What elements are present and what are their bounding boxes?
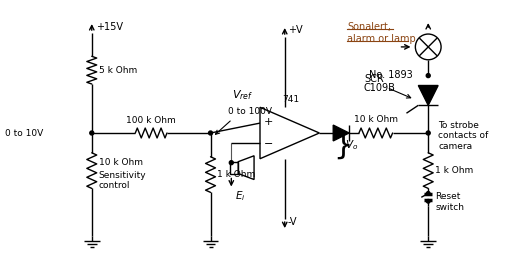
Text: SCR: SCR [364, 73, 384, 84]
Text: 1 k Ohm: 1 k Ohm [217, 170, 256, 179]
Text: 0 to 100V: 0 to 100V [228, 107, 272, 116]
Text: alarm or lamp: alarm or lamp [347, 34, 416, 44]
Text: }: } [333, 130, 353, 159]
Text: 10 k Ohm: 10 k Ohm [99, 158, 142, 167]
Circle shape [209, 131, 213, 135]
Circle shape [426, 200, 430, 203]
Text: $V_{ref}$: $V_{ref}$ [232, 89, 254, 102]
Text: +V: +V [288, 25, 302, 35]
Text: +15V: +15V [96, 22, 123, 32]
Text: C109B: C109B [364, 84, 396, 93]
Text: 0 to 10V: 0 to 10V [5, 128, 43, 138]
Circle shape [90, 131, 94, 135]
Text: To strobe: To strobe [438, 120, 479, 130]
Text: 100 k Ohm: 100 k Ohm [126, 116, 176, 125]
Text: 741: 741 [282, 95, 299, 104]
Text: -V: -V [288, 217, 297, 227]
Circle shape [426, 131, 430, 135]
Text: Sonalert,: Sonalert, [347, 22, 391, 32]
Text: 1 k Ohm: 1 k Ohm [435, 166, 473, 175]
Text: $E_i$: $E_i$ [235, 189, 245, 203]
Text: switch: switch [435, 203, 464, 212]
Text: 10 k Ohm: 10 k Ohm [354, 115, 398, 124]
Polygon shape [418, 85, 438, 105]
Text: Sensitivity: Sensitivity [99, 171, 146, 180]
Polygon shape [333, 125, 349, 141]
Text: camera: camera [438, 142, 472, 151]
Circle shape [426, 192, 430, 195]
Text: contacts of: contacts of [438, 131, 488, 140]
Text: control: control [99, 181, 130, 190]
Text: Reset: Reset [435, 192, 461, 201]
Text: No. 1893: No. 1893 [369, 70, 412, 80]
Text: −: − [264, 139, 274, 149]
Text: +: + [264, 117, 274, 127]
Circle shape [426, 74, 430, 78]
Circle shape [229, 161, 233, 165]
Text: 5 k Ohm: 5 k Ohm [99, 66, 137, 75]
Text: $V_o$: $V_o$ [345, 138, 358, 152]
